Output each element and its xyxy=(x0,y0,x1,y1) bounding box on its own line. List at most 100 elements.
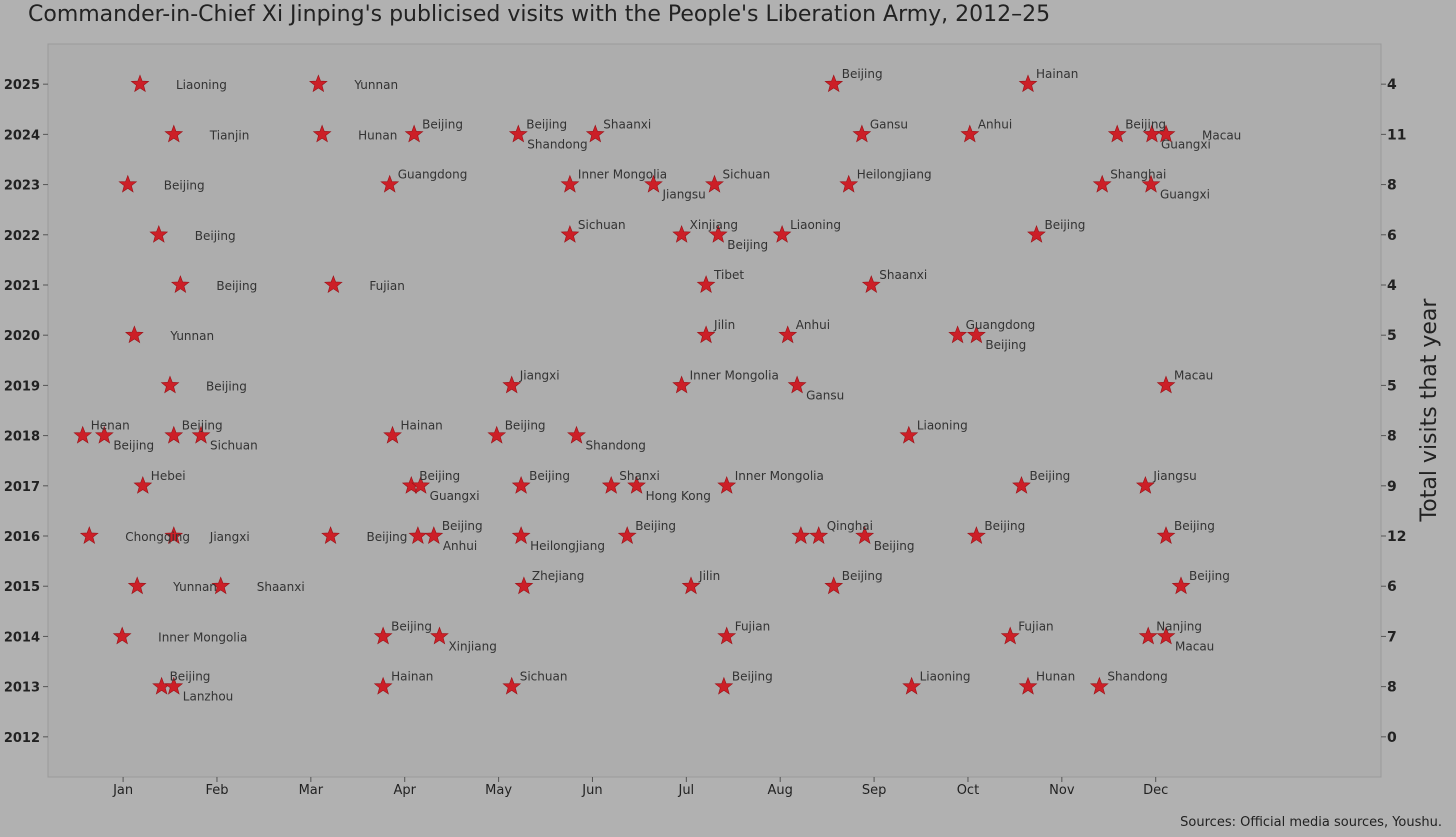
visit-location-label: Beijing xyxy=(419,469,460,483)
visit-star-marker xyxy=(772,224,792,243)
left-year-axis: 2012 2013 2014 2015 2016 2017 2018 2019 2020 2021… xyxy=(4,78,48,746)
year-total-label: 5 xyxy=(1387,378,1397,394)
visit-location-label: Beijing xyxy=(1189,569,1230,583)
visit-location-label: Lanzhou xyxy=(183,690,234,704)
visit-location-label: Liaoning xyxy=(176,78,227,92)
visit-location-label: Beijing xyxy=(505,419,546,433)
visit-star-marker xyxy=(1018,676,1038,695)
visit-star-marker xyxy=(164,676,184,695)
visit-location-label: Shanxi xyxy=(619,469,660,483)
visit-star-marker xyxy=(373,676,393,695)
chart-title: Commander-in-Chief Xi Jinping's publicis… xyxy=(28,2,1051,27)
visit-location-label: Anhui xyxy=(443,539,477,553)
visit-star-marker xyxy=(408,526,428,544)
visit-star-marker xyxy=(404,124,424,143)
visit-location-label: Sichuan xyxy=(578,218,626,232)
visit-star-marker xyxy=(560,174,580,193)
visit-location-label: Beijing xyxy=(1125,117,1166,131)
visit-star-marker xyxy=(672,224,691,243)
visit-location-label: Jiangsu xyxy=(1152,469,1196,483)
visit-location-label: Beijing xyxy=(195,229,236,243)
visit-location-label: Beijing xyxy=(113,439,154,453)
visit-star-marker xyxy=(861,275,881,293)
visit-location-label: Jiangsu xyxy=(661,188,705,202)
visit-star-marker xyxy=(127,576,147,595)
visit-location-label: Sichuan xyxy=(723,168,771,182)
month-tick-label: Oct xyxy=(957,783,979,798)
visit-star-marker xyxy=(323,275,343,293)
visit-star-marker xyxy=(1141,174,1161,193)
visit-star-marker xyxy=(839,174,859,193)
visit-star-marker xyxy=(696,325,716,344)
visit-location-label: Beijing xyxy=(164,179,205,193)
visit-location-label: Beijing xyxy=(526,117,567,131)
visit-location-label: Beijing xyxy=(206,379,247,393)
visit-location-label: Beijing xyxy=(1174,519,1215,533)
visit-star-marker xyxy=(1138,626,1158,645)
visit-star-marker xyxy=(373,626,393,645)
month-tick-label: Aug xyxy=(768,783,793,798)
visit-location-label: Beijing xyxy=(1029,469,1070,483)
year-total-label: 8 xyxy=(1387,178,1397,194)
visit-star-marker xyxy=(133,475,153,494)
visit-location-label: Inner Mongolia xyxy=(578,168,667,182)
visit-star-marker xyxy=(708,224,728,243)
visit-location-label: Hainan xyxy=(401,419,443,433)
visit-location-label: Shaanxi xyxy=(879,268,927,282)
visit-location-label: Hainan xyxy=(1036,67,1078,81)
visit-location-label: Gansu xyxy=(870,117,908,131)
year-tick-label: 2018 xyxy=(4,430,40,445)
visit-location-label: Tianjin xyxy=(209,128,250,142)
visit-star-marker xyxy=(966,325,986,344)
visit-star-marker xyxy=(1156,124,1176,143)
visit-location-label: Beijing xyxy=(732,670,773,684)
visit-location-label: Anhui xyxy=(978,117,1012,131)
visit-star-marker xyxy=(430,626,449,645)
visit-location-label: Beijing xyxy=(874,539,915,553)
visit-star-marker xyxy=(787,375,807,394)
visit-location-label: Qinghai xyxy=(827,519,873,533)
right-total-axis: 0 8 7 6 12 9 8 5 5 4 6 8 11 4 xyxy=(1381,77,1406,746)
visit-location-label: Beijing xyxy=(529,469,570,483)
visit-star-marker xyxy=(966,526,986,544)
visit-labels: Liaoning Yunnan Beijing Hainan Tianjin Hunan B… xyxy=(91,67,1242,703)
visit-star-marker xyxy=(514,576,534,595)
visit-star-marker xyxy=(112,626,132,645)
visit-star-marker xyxy=(383,425,402,444)
visit-location-label: Gansu xyxy=(806,388,844,402)
year-tick-label: 2016 xyxy=(4,530,40,545)
visit-star-marker xyxy=(672,375,691,394)
visit-star-marker xyxy=(1018,74,1038,93)
visit-star-marker xyxy=(852,124,872,143)
visit-location-label: Beijing xyxy=(985,338,1026,352)
year-total-label: 7 xyxy=(1387,629,1397,645)
visit-star-marker xyxy=(1107,124,1127,143)
right-axis-title: Total visits that year xyxy=(1417,298,1442,523)
visit-location-label: Macau xyxy=(1202,128,1241,142)
visit-location-label: Guangxi xyxy=(1161,137,1211,151)
visit-location-label: Liaoning xyxy=(917,419,968,433)
visit-star-marker xyxy=(502,676,522,695)
visit-location-label: Beijing xyxy=(1044,218,1085,232)
visit-location-label: Inner Mongolia xyxy=(690,368,779,382)
visit-star-marker xyxy=(164,124,184,143)
visit-location-label: Zhejiang xyxy=(532,569,584,583)
visit-location-label: Shandong xyxy=(1107,670,1167,684)
visit-star-marker xyxy=(824,576,844,595)
year-tick-label: 2025 xyxy=(4,78,40,93)
visit-location-label: Guangxi xyxy=(430,489,480,503)
visit-location-label: Tibet xyxy=(713,268,744,282)
visit-location-label: Anhui xyxy=(796,318,830,332)
visit-star-marker xyxy=(321,526,340,544)
year-tick-label: 2017 xyxy=(4,480,40,495)
visit-location-label: Shaanxi xyxy=(257,580,305,594)
year-total-label: 4 xyxy=(1387,77,1397,93)
month-tick-label: Feb xyxy=(205,783,228,798)
year-tick-label: 2013 xyxy=(4,681,40,696)
visit-location-label: Macau xyxy=(1175,639,1214,653)
visit-star-marker xyxy=(511,526,531,544)
year-total-label: 8 xyxy=(1387,429,1397,445)
year-tick-label: 2015 xyxy=(4,580,40,595)
year-total-label: 11 xyxy=(1387,127,1406,143)
year-total-label: 6 xyxy=(1387,579,1397,595)
